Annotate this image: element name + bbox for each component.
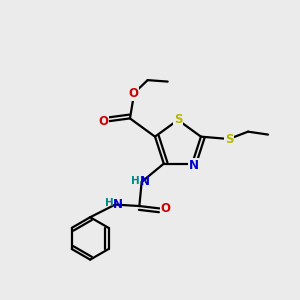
Text: S: S <box>174 113 182 127</box>
Text: N: N <box>140 176 150 188</box>
Text: N: N <box>189 159 199 172</box>
Text: O: O <box>128 87 139 100</box>
Text: O: O <box>160 202 170 215</box>
Text: S: S <box>225 133 233 146</box>
Text: N: N <box>113 198 123 211</box>
Text: H: H <box>105 198 114 208</box>
Text: H: H <box>131 176 140 186</box>
Text: O: O <box>98 115 109 128</box>
